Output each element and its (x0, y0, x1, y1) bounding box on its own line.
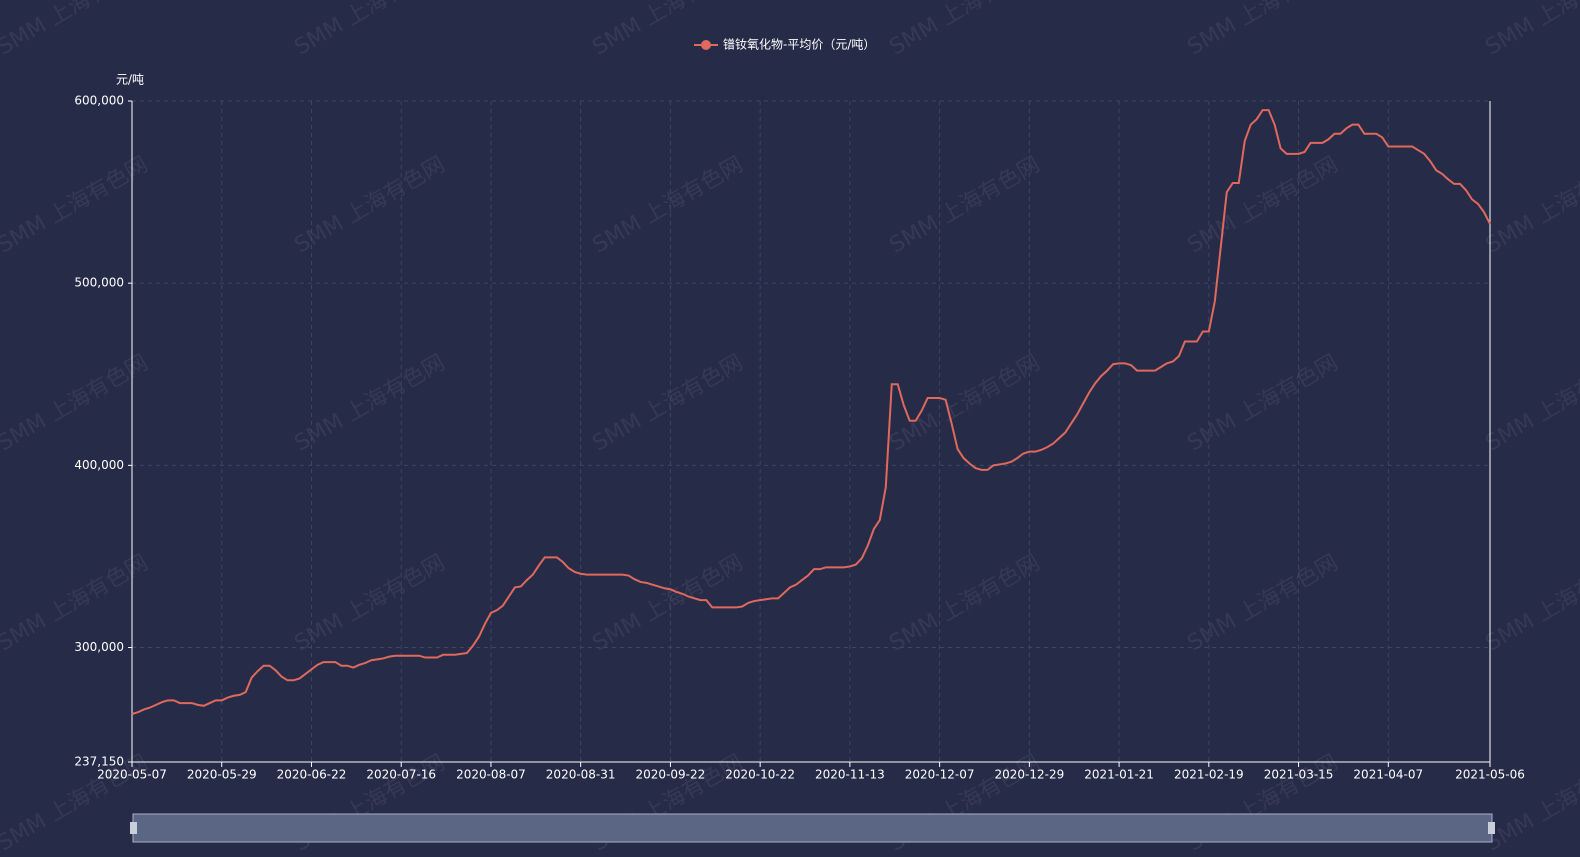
x-tick-label: 2020-07-16 (366, 768, 436, 782)
legend-marker (701, 40, 711, 50)
x-tick-label: 2020-06-22 (277, 768, 347, 782)
zoom-window[interactable] (132, 813, 1493, 843)
x-tick-label: 2020-12-07 (905, 768, 975, 782)
plot: 237,150 300,000 400,000 500,000 600,000 2020-… (74, 94, 1525, 782)
x-tick-label: 2021-04-07 (1353, 768, 1423, 782)
x-tick-label: 2021-02-19 (1174, 768, 1244, 782)
y-tick-label: 300,000 (74, 640, 124, 654)
x-tick-label: 2020-05-29 (187, 768, 257, 782)
x-tick-label: 2020-08-07 (456, 768, 526, 782)
x-tick-label: 2020-08-31 (546, 768, 616, 782)
y-tick-label: 400,000 (74, 458, 124, 472)
legend-label[interactable]: 镨钕氧化物-平均价（元/吨） (723, 37, 875, 52)
x-tick-label: 2021-03-15 (1264, 768, 1334, 782)
x-tick-label: 2020-11-13 (815, 768, 885, 782)
x-tick-label: 2020-10-22 (725, 768, 795, 782)
x-tick-label: 2020-12-29 (994, 768, 1064, 782)
x-tick-label: 2021-01-21 (1084, 768, 1154, 782)
line (131, 109, 1491, 715)
x-tick-label: 2020-09-22 (636, 768, 706, 782)
zoom-handle[interactable] (130, 822, 137, 834)
y-axis-label: 元/吨 (116, 73, 144, 87)
legend[interactable]: 镨钕氧化物-平均价（元/吨） (694, 37, 875, 52)
zoom-handle[interactable] (1488, 822, 1495, 834)
x-tick-label: 2021-05-06 (1455, 768, 1525, 782)
y-tick-label: 600,000 (74, 94, 124, 108)
data-zoom[interactable] (130, 813, 1495, 843)
y-tick-label: 237,150 (74, 755, 124, 769)
y-tick-label: 500,000 (74, 276, 124, 290)
x-tick-label: 2020-05-07 (97, 768, 167, 782)
